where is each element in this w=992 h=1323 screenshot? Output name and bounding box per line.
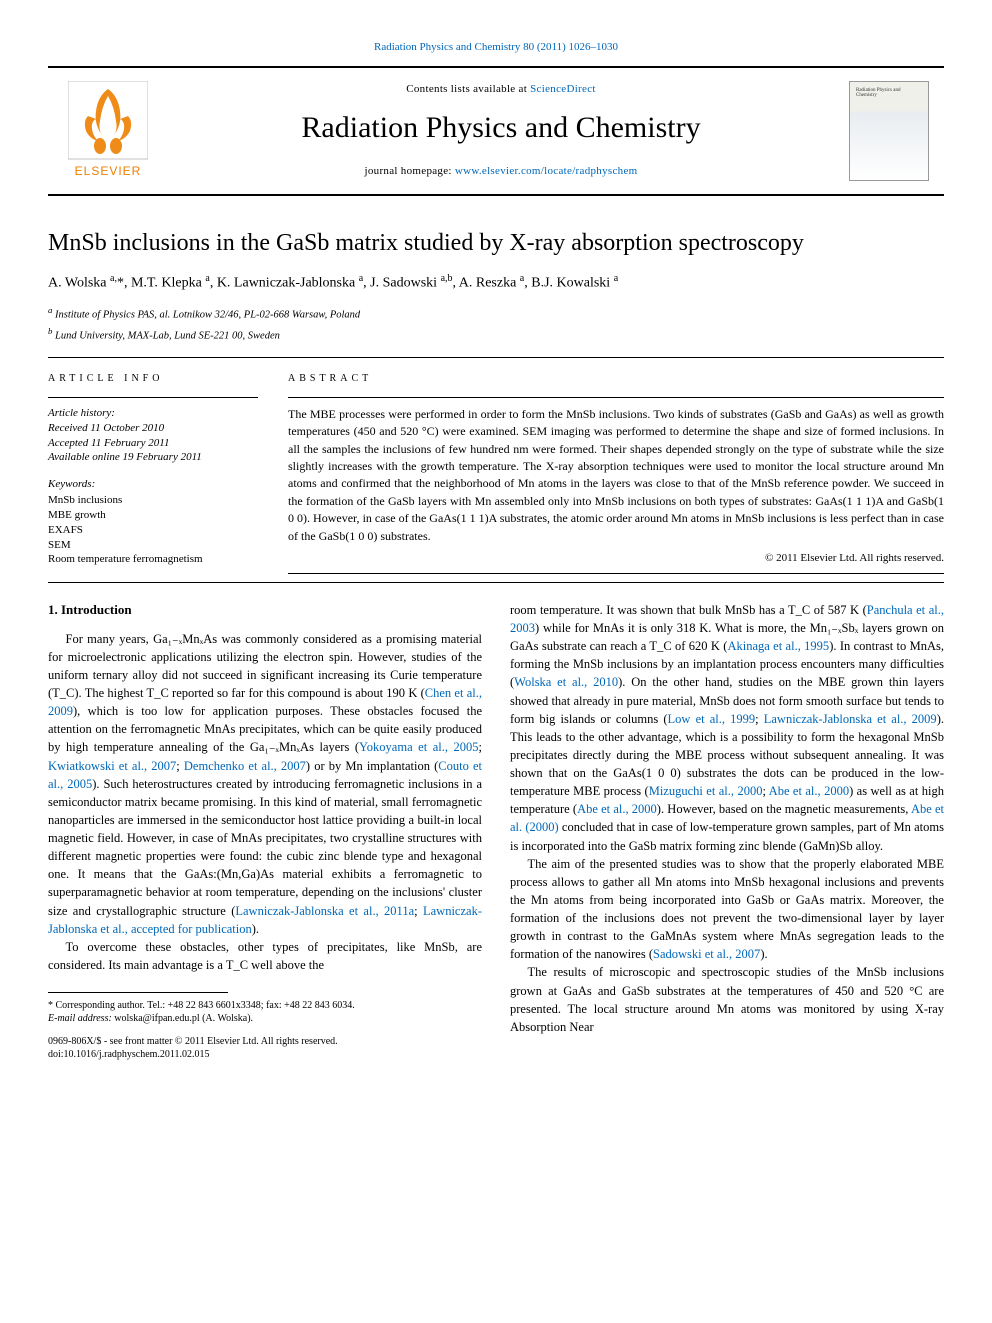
citation-link[interactable]: Mizuguchi et al., 2000 xyxy=(649,784,763,798)
divider xyxy=(288,573,944,574)
citation-link[interactable]: Lawniczak-Jablonska et al., 2011a xyxy=(235,904,414,918)
author-list: A. Wolska a,*, M.T. Klepka a, K. Lawnicz… xyxy=(48,272,944,294)
abstract-copyright: © 2011 Elsevier Ltd. All rights reserved… xyxy=(288,551,944,567)
journal-title: Radiation Physics and Chemistry xyxy=(168,106,834,150)
abstract-text: The MBE processes were performed in orde… xyxy=(288,406,944,545)
journal-citation-link[interactable]: Radiation Physics and Chemistry 80 (2011… xyxy=(374,41,618,53)
divider xyxy=(48,582,944,583)
keywords-block: Keywords: MnSb inclusions MBE growth EXA… xyxy=(48,477,258,567)
citation-link[interactable]: Kwiatkowski et al., 2007 xyxy=(48,759,176,773)
article-title: MnSb inclusions in the GaSb matrix studi… xyxy=(48,228,944,258)
citation-link[interactable]: Akinaga et al., 1995 xyxy=(727,639,829,653)
journal-homepage-link[interactable]: www.elsevier.com/locate/radphyschem xyxy=(455,165,638,177)
journal-citation-header: Radiation Physics and Chemistry 80 (2011… xyxy=(48,40,944,56)
citation-link[interactable]: Abe et al., 2000 xyxy=(769,784,849,798)
issn-doi-footer: 0969-806X/$ - see front matter © 2011 El… xyxy=(48,1035,482,1061)
citation-link[interactable]: Abe et al., 2000 xyxy=(577,802,657,816)
body-paragraph: The results of microscopic and spectrosc… xyxy=(510,963,944,1036)
citation-link[interactable]: Wolska et al., 2010 xyxy=(514,675,618,689)
body-paragraph: room temperature. It was shown that bulk… xyxy=(510,601,944,855)
citation-link[interactable]: Low et al., 1999 xyxy=(668,712,756,726)
article-body: 1. Introduction For many years, Ga₁₋ₓMnₓ… xyxy=(48,601,944,1061)
contents-available-line: Contents lists available at ScienceDirec… xyxy=(168,82,834,98)
citation-link[interactable]: Yokoyama et al., 2005 xyxy=(359,740,479,754)
footnote-separator xyxy=(48,992,228,993)
journal-cover-container xyxy=(834,81,944,181)
citation-link[interactable]: Sadowski et al., 2007 xyxy=(653,947,760,961)
affiliation-a: a Institute of Physics PAS, al. Lotnikow… xyxy=(48,304,944,323)
article-history: Article history: Received 11 October 201… xyxy=(48,406,258,465)
citation-link[interactable]: Lawniczak-Jablonska et al., 2009 xyxy=(764,712,937,726)
body-paragraph: For many years, Ga₁₋ₓMnₓAs was commonly … xyxy=(48,630,482,938)
publisher-name: ELSEVIER xyxy=(75,164,142,178)
elsevier-logo: ELSEVIER xyxy=(68,81,148,181)
section-heading: 1. Introduction xyxy=(48,601,482,620)
publisher-logo-container: ELSEVIER xyxy=(48,81,168,181)
divider xyxy=(288,397,944,398)
corresponding-author-footnote: * Corresponding author. Tel.: +48 22 843… xyxy=(48,999,482,1025)
affiliation-b: b Lund University, MAX-Lab, Lund SE-221 … xyxy=(48,325,944,344)
divider xyxy=(48,357,944,358)
divider xyxy=(48,397,258,398)
body-paragraph: The aim of the presented studies was to … xyxy=(510,855,944,964)
article-info-label: ARTICLE INFO xyxy=(48,372,258,387)
citation-link[interactable]: Demchenko et al., 2007 xyxy=(184,759,306,773)
body-paragraph: To overcome these obstacles, other types… xyxy=(48,938,482,974)
abstract-label: ABSTRACT xyxy=(288,372,944,387)
sciencedirect-link[interactable]: ScienceDirect xyxy=(530,83,596,95)
journal-banner: ELSEVIER Contents lists available at Sci… xyxy=(48,66,944,196)
journal-cover-thumbnail xyxy=(849,81,929,181)
journal-homepage-line: journal homepage: www.elsevier.com/locat… xyxy=(168,164,834,180)
